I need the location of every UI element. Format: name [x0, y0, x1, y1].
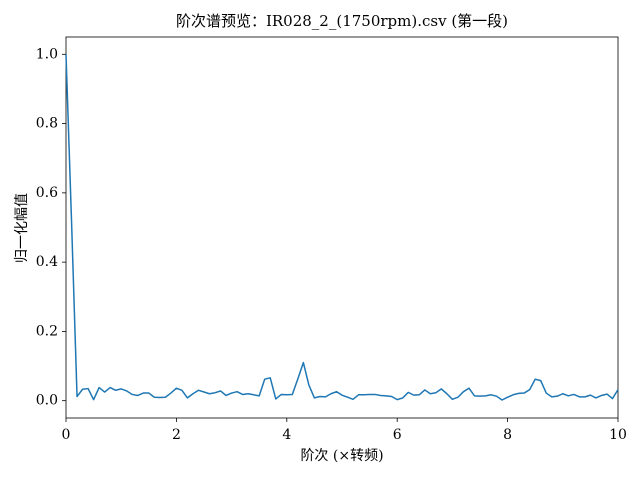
axes-frame: [65, 36, 619, 419]
x-tick-label: 0: [62, 427, 71, 443]
x-tick-label: 2: [172, 427, 181, 443]
y-axis-label: 归一化幅值: [13, 193, 30, 263]
x-axis-label: 阶次 (×转频): [300, 448, 383, 464]
y-tick-label: 0.0: [36, 393, 58, 409]
x-tick-label: 4: [282, 427, 291, 443]
x-tick-label: 10: [609, 427, 627, 443]
y-tick-label: 0.6: [36, 185, 58, 201]
x-tick-label: 6: [393, 427, 402, 443]
data-line: [65, 54, 619, 401]
y-tick-label: 1.0: [36, 46, 58, 62]
y-tick-label: 0.4: [36, 254, 58, 270]
x-tick-label: 8: [503, 427, 512, 443]
y-tick-label: 0.8: [36, 116, 58, 132]
chart-title: 阶次谱预览：IR028_2_(1750rpm).csv (第一段): [176, 12, 508, 30]
y-tick-label: 0.2: [36, 323, 58, 339]
